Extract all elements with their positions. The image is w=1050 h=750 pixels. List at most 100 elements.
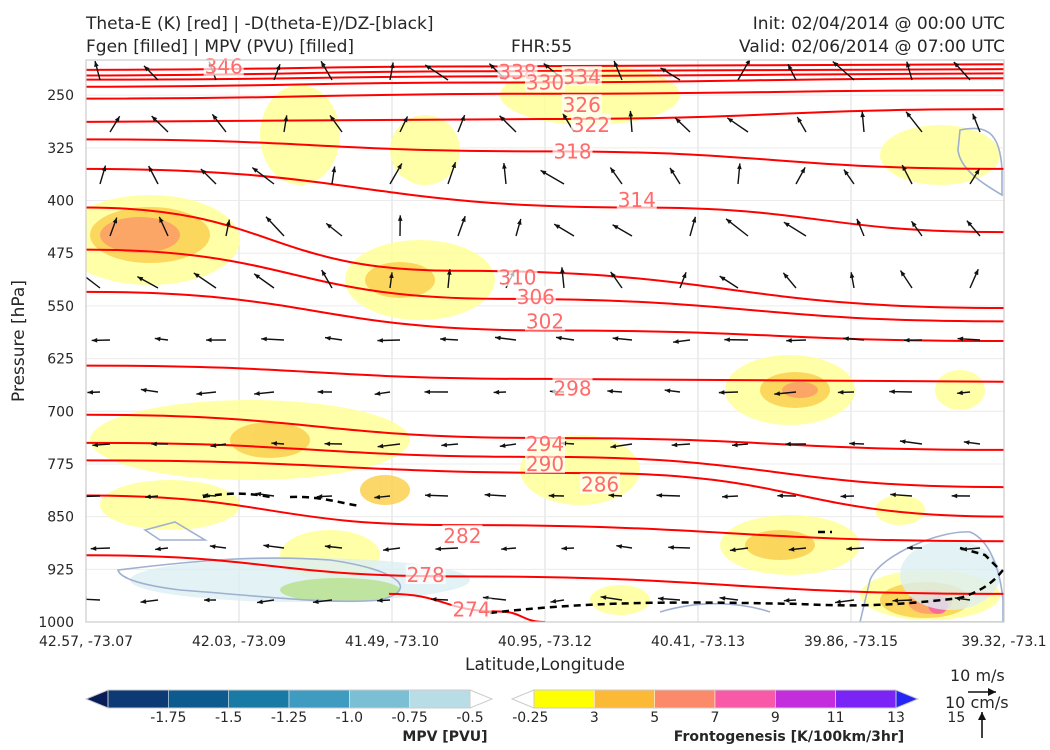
wind-vector-head <box>783 272 789 279</box>
wind-vector-head <box>973 269 979 276</box>
wind-vector-head <box>788 546 795 552</box>
wind-vector-head <box>101 165 107 172</box>
wind-vector-head <box>860 111 866 118</box>
mpv-colorbar-title: MPV [PVU] <box>402 729 487 745</box>
wind-vector-head <box>389 62 395 69</box>
y-tick-label: 550 <box>47 299 74 315</box>
wind-vector-head <box>657 596 664 602</box>
wind-vector-head <box>78 494 84 499</box>
wind-vector-head <box>90 546 97 551</box>
wind-vector-head <box>673 339 679 344</box>
valid-time: Valid: 02/06/2014 @ 07:00 UTC <box>739 37 1005 57</box>
colorbar-tick-label: 15 <box>947 710 965 726</box>
wind-vector-head <box>441 442 448 448</box>
wind-vector-head <box>151 441 157 447</box>
wind-vector-head <box>212 114 218 121</box>
wind-vector-head <box>610 271 616 278</box>
wind-vector-head <box>849 441 855 446</box>
contour-label-bg <box>497 266 538 287</box>
wind-vector-head <box>501 546 507 552</box>
wind-vector-head <box>196 391 203 396</box>
wind-vector-head <box>783 222 790 228</box>
wind-vector-head <box>252 167 259 173</box>
wind-vector-head <box>324 441 331 447</box>
contour-label-bg <box>525 432 565 453</box>
y-tick-label: 625 <box>47 352 74 368</box>
wind-vector-head <box>957 336 964 342</box>
contour-label-bg <box>451 598 492 619</box>
x-tick-label: 40.95, -73.12 <box>498 634 592 650</box>
contour-label: 278 <box>407 563 445 587</box>
contour-label: 314 <box>618 188 656 212</box>
wind-vector-head <box>668 545 674 550</box>
x-tick-label: 40.41, -73.13 <box>651 634 745 650</box>
wind-vector-head <box>610 167 616 174</box>
colorbar-swatch <box>168 689 229 709</box>
wind-vector-head <box>719 596 726 601</box>
y-axis-ticks: 250 325 400 475 550 625 700 775 850 925 1000 <box>38 88 74 631</box>
contour-label: 286 <box>581 473 619 497</box>
contour-label: 298 <box>553 376 591 400</box>
wind-vector-head <box>140 387 147 393</box>
wind-vector-head <box>489 63 495 70</box>
colorbar-tick-label: -0.5 <box>456 710 483 726</box>
wind-vector-head <box>556 335 562 341</box>
wind-vector-head <box>561 545 568 551</box>
contour-label: 302 <box>526 310 564 334</box>
contour-label: 318 <box>553 140 591 164</box>
wind-vector-head <box>906 61 911 68</box>
y-tick-label: 400 <box>47 194 74 210</box>
wind-vector-head <box>906 111 912 118</box>
wind-vector-head <box>145 494 151 499</box>
wind-vector-head <box>832 61 839 67</box>
colorbar-tick-label: -1.5 <box>215 710 242 726</box>
x-axis-title: Latitude,Longitude <box>465 655 625 675</box>
wind-vector-head <box>389 272 394 279</box>
wind-vector-head <box>316 494 323 499</box>
colorbar-swatch <box>409 689 471 709</box>
wind-vector-head <box>331 166 337 173</box>
wind-vector-head <box>200 169 207 175</box>
wind-vector-head <box>154 336 161 342</box>
contour-label-bg <box>442 524 483 545</box>
wind-vector-head <box>681 272 687 279</box>
wind-vector-head <box>112 217 118 224</box>
wind-vector-head <box>890 492 896 498</box>
contour-label-bg <box>580 473 621 494</box>
wind-vector-head <box>889 389 895 394</box>
wind-vector-head <box>797 116 803 123</box>
wind-vector-head <box>737 163 742 170</box>
wind-vector-head <box>892 598 899 603</box>
contour-label: 310 <box>498 265 536 289</box>
contour-labels: 346 338 3343303263223183143103063022982942… <box>203 55 657 622</box>
y-tick-label: 250 <box>47 88 74 104</box>
colorbar-extend-max <box>895 689 920 709</box>
wind-vector-head <box>724 337 730 343</box>
wind-vector-head <box>540 170 547 176</box>
wind-vector-head <box>254 273 261 279</box>
mpv-colorbar: -1.75 -1.5 -1.25 -1.0 -0.75 -0.5 -0.25 <box>84 689 548 726</box>
y-tick-label: 475 <box>47 246 74 262</box>
colorbar-extend-min <box>84 689 109 709</box>
contour-label: 290 <box>526 452 564 476</box>
wind-vector-head <box>951 493 958 499</box>
colorbar-swatch <box>533 689 595 709</box>
reference-vectors: 10 m/s 10 cm/s <box>945 666 1009 738</box>
wind-vector-head <box>548 493 555 499</box>
wind-vector-head <box>966 220 973 227</box>
wind-vector-head <box>777 493 783 499</box>
wind-vector-head <box>425 64 432 70</box>
wind-vector-head <box>254 391 260 396</box>
wind-vector-head <box>616 544 623 549</box>
wind-vector-head <box>225 219 231 226</box>
theta-e-contour-326 <box>86 89 1004 100</box>
wind-vector <box>86 276 101 289</box>
wind-vector-head <box>324 544 331 550</box>
wind-vector-head <box>856 218 862 225</box>
wind-vector-head <box>974 168 980 175</box>
colorbar-tick-label: -0.75 <box>392 710 428 726</box>
x-tick-label: 39.32, -73.1 <box>961 634 1046 650</box>
contour-label-bg <box>561 66 602 87</box>
wind-vector-head <box>377 598 383 603</box>
reference-horizontal-arrowhead <box>988 688 996 696</box>
